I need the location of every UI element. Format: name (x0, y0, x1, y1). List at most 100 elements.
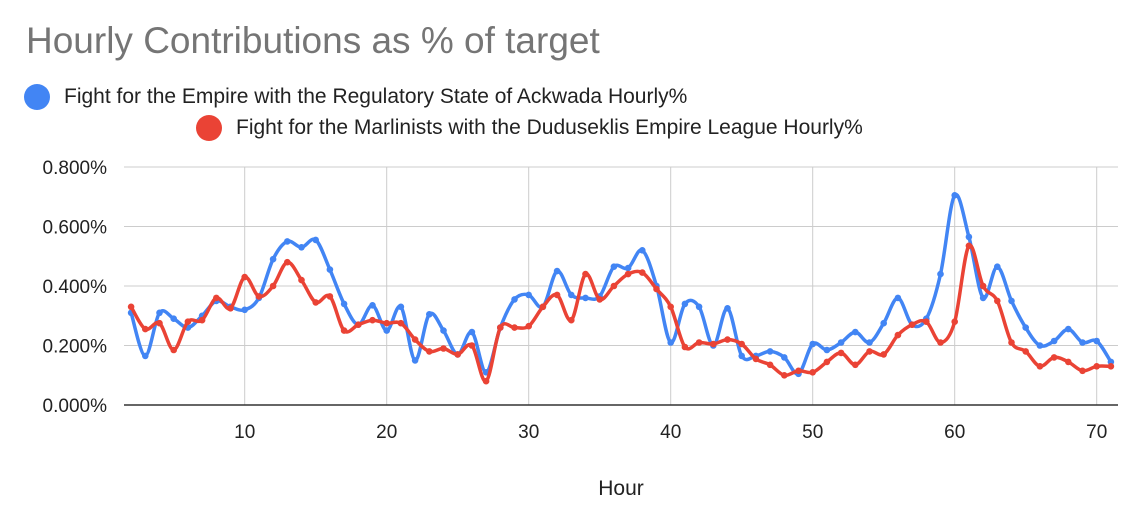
data-point-ackwada (326, 266, 334, 273)
data-point-ackwada (269, 255, 277, 263)
data-point-ackwada (894, 294, 902, 302)
data-point-marlinists (269, 282, 277, 290)
y-tick-label: 0.600% (43, 218, 108, 239)
data-point-ackwada (979, 294, 987, 302)
data-point-marlinists (454, 351, 462, 358)
data-point-marlinists (312, 299, 320, 306)
data-point-ackwada (525, 291, 532, 299)
data-point-marlinists (539, 303, 547, 311)
legend-label-marlinists: Fight for the Marlinists with the Duduse… (236, 116, 863, 139)
data-point-marlinists (156, 319, 163, 327)
data-point-marlinists (1093, 363, 1100, 370)
x-tick-label: 20 (376, 422, 397, 443)
data-point-marlinists (1022, 348, 1029, 355)
data-point-marlinists (852, 361, 859, 369)
data-point-marlinists (1107, 363, 1115, 370)
data-point-ackwada (951, 192, 958, 199)
data-point-ackwada (695, 303, 703, 311)
data-point-marlinists (284, 258, 291, 266)
data-point-marlinists (511, 324, 518, 331)
data-point-marlinists (355, 321, 362, 329)
data-point-marlinists (766, 361, 774, 369)
y-tick-label: 0.800% (43, 158, 108, 179)
data-point-marlinists (383, 319, 391, 327)
x-tick-label: 10 (234, 422, 255, 443)
data-point-marlinists (610, 282, 618, 290)
data-point-ackwada (369, 302, 376, 309)
x-tick-label: 50 (802, 422, 823, 443)
data-point-ackwada (312, 236, 320, 244)
data-point-ackwada (284, 238, 291, 245)
legend-marker-ackwada (24, 84, 50, 110)
data-point-ackwada (156, 309, 163, 317)
data-point-marlinists (695, 339, 703, 346)
data-point-ackwada (468, 328, 476, 336)
data-point-marlinists (979, 282, 987, 290)
data-point-ackwada (426, 311, 433, 318)
data-point-ackwada (142, 352, 149, 360)
y-tick-label: 0.200% (43, 337, 108, 358)
legend-item-marlinists[interactable]: Fight for the Marlinists with the Duduse… (196, 113, 863, 143)
data-point-ackwada (937, 270, 944, 278)
data-point-marlinists (951, 318, 958, 326)
data-point-ackwada (582, 294, 589, 302)
data-point-ackwada (610, 263, 618, 271)
data-point-marlinists (497, 324, 504, 331)
legend-marker-marlinists (196, 115, 222, 141)
data-point-marlinists (1036, 363, 1044, 370)
data-point-marlinists (440, 345, 447, 352)
data-point-ackwada (823, 346, 831, 354)
data-point-marlinists (397, 319, 405, 327)
data-point-marlinists (795, 367, 802, 375)
data-point-marlinists (752, 355, 760, 363)
legend-item-ackwada[interactable]: Fight for the Empire with the Regulatory… (24, 82, 687, 112)
data-point-marlinists (482, 377, 490, 385)
data-point-ackwada (553, 267, 561, 275)
data-point-ackwada (440, 327, 447, 334)
data-point-marlinists (710, 340, 717, 348)
series-line-marlinists (129, 243, 1111, 383)
data-point-ackwada (1036, 342, 1044, 349)
data-point-ackwada (809, 340, 816, 348)
x-tick-label: 30 (518, 422, 539, 443)
data-point-ackwada (340, 300, 348, 308)
data-point-ackwada (511, 296, 518, 303)
data-point-ackwada (241, 306, 248, 314)
data-point-marlinists (1065, 358, 1072, 366)
x-axis-title: Hour (598, 477, 644, 500)
data-point-marlinists (553, 291, 561, 299)
data-point-marlinists (653, 285, 660, 293)
data-point-ackwada (1079, 339, 1086, 346)
data-point-marlinists (213, 294, 220, 302)
data-point-marlinists (468, 342, 476, 349)
data-point-marlinists (894, 331, 902, 339)
data-point-marlinists (525, 322, 532, 330)
data-point-ackwada (383, 327, 391, 334)
x-tick-label: 40 (660, 422, 681, 443)
data-point-ackwada (411, 357, 419, 364)
data-point-marlinists (596, 296, 603, 303)
data-point-marlinists (837, 349, 845, 357)
data-point-marlinists (823, 358, 831, 366)
data-point-marlinists (1079, 367, 1086, 375)
data-point-marlinists (809, 369, 816, 376)
data-point-marlinists (170, 346, 177, 354)
data-point-marlinists (198, 316, 206, 324)
data-point-marlinists (923, 318, 930, 326)
data-point-marlinists (880, 351, 887, 358)
data-point-marlinists (994, 297, 1001, 305)
data-point-marlinists (908, 321, 916, 329)
data-point-ackwada (397, 303, 405, 311)
x-tick-label: 60 (944, 422, 965, 443)
data-point-marlinists (738, 340, 745, 348)
data-point-ackwada (994, 263, 1001, 271)
data-point-ackwada (624, 264, 632, 272)
y-tick-label: 0.400% (43, 277, 108, 298)
data-point-ackwada (724, 305, 731, 312)
data-point-ackwada (866, 339, 873, 346)
data-point-marlinists (326, 293, 334, 300)
data-point-ackwada (1022, 324, 1029, 331)
data-point-marlinists (241, 273, 248, 281)
data-point-ackwada (1093, 337, 1100, 345)
